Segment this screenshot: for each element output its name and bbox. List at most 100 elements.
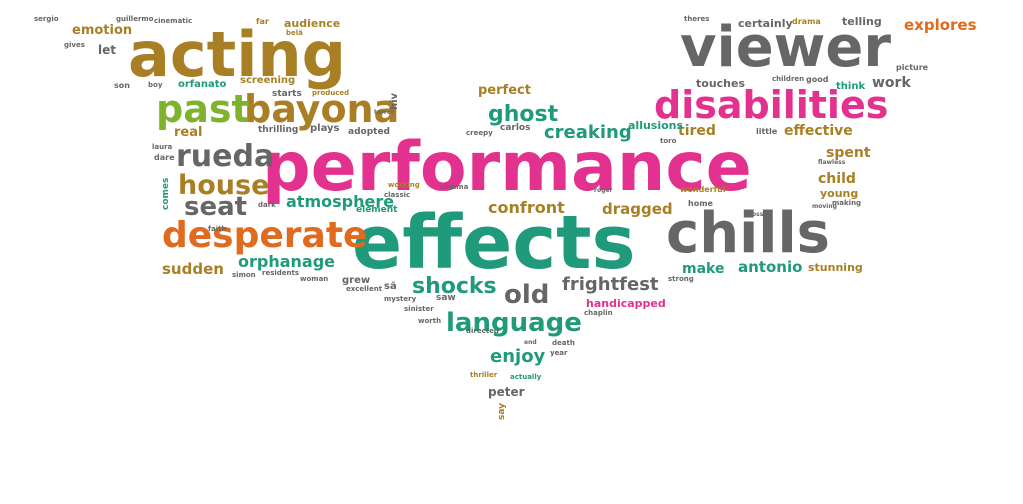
word-strong: strong [668, 275, 694, 283]
word-rueda: rueda [176, 139, 275, 174]
word-woman: woman [300, 275, 329, 283]
word-faith: faith [208, 225, 227, 233]
word-end: end [524, 339, 537, 346]
word-adopted: adopted [348, 127, 390, 137]
word-chills: chills [666, 201, 830, 266]
word-drama: drama [792, 17, 821, 26]
word-bel-: belã [286, 29, 303, 37]
word-let: let [98, 43, 116, 57]
word-acting: acting [128, 18, 346, 91]
word-child: child [818, 171, 856, 187]
word-home: home [688, 199, 713, 208]
word-seat: seat [184, 192, 248, 222]
word-enjoy: enjoy [490, 346, 546, 367]
word-death: death [552, 339, 575, 347]
word-peter: peter [488, 385, 525, 399]
word-orphanage: orphanage [238, 252, 336, 271]
word-touches: touches [696, 77, 746, 90]
word-working: working [388, 181, 420, 189]
word-son: son [114, 81, 130, 90]
word-effects: effects [352, 200, 636, 286]
word-sergio: sergio [34, 15, 59, 23]
word-saw: saw [436, 293, 456, 303]
word-creepy: creepy [466, 129, 493, 137]
word-picture: picture [896, 63, 929, 72]
word-emotion: emotion [72, 23, 133, 38]
word-house: house [178, 170, 270, 201]
word-think: think [836, 81, 866, 92]
word-excellent: excellent [346, 285, 383, 293]
word-certainly: certainly [738, 17, 793, 30]
word-thriller: thriller [470, 371, 498, 379]
word-antonio: antonio [738, 258, 803, 276]
word-old: old [504, 280, 550, 310]
word-dark: dark [258, 201, 276, 209]
word-confront: confront [488, 198, 565, 217]
word-children: children [772, 75, 805, 83]
word-little: little [756, 127, 778, 136]
word-comes: comes [161, 177, 171, 210]
word-produced: produced [312, 89, 350, 97]
word-viewer: viewer [680, 15, 892, 80]
word-disabilities: disabilities [654, 83, 889, 127]
word-make: make [682, 261, 725, 277]
word-actually: actually [510, 373, 542, 381]
word-spent: spent [826, 145, 871, 161]
word-far: far [256, 17, 269, 26]
word-real: real [174, 125, 203, 140]
word-carlos: carlos [500, 123, 531, 133]
word-cinema: cinema [440, 183, 469, 191]
word-element: element [356, 205, 398, 215]
word-young: young [820, 187, 859, 200]
word-ghost: ghost [488, 102, 559, 127]
word-stunning: stunning [808, 261, 863, 274]
word-worth: worth [418, 317, 442, 325]
word-allusions: allusions [628, 119, 684, 132]
word-audience: audience [284, 17, 341, 30]
word-loss: loss [750, 211, 764, 218]
word-dare: dare [154, 153, 175, 162]
word-say: say [497, 402, 507, 420]
word-bayona: bayona [244, 87, 400, 131]
word-simon: simon [232, 271, 256, 279]
word-hiv: hiv [389, 92, 400, 110]
word-desperate: desperate [162, 215, 368, 256]
word-atmosphere: atmosphere [286, 192, 395, 211]
word-language: language [446, 308, 582, 338]
word-s-: sã [384, 281, 397, 292]
word-gives: gives [64, 41, 85, 49]
word-classic: classic [384, 191, 411, 199]
word-frightfest: frightfest [562, 274, 659, 295]
word-explores: explores [904, 16, 977, 34]
word-performance: performance [262, 128, 752, 207]
word-mystery: mystery [384, 295, 417, 303]
word-theres: theres [684, 15, 710, 23]
word-good: good [806, 75, 829, 84]
word-guillermo: guillermo [116, 15, 154, 23]
word-boy: boy [148, 81, 163, 89]
word-dragged: dragged [602, 200, 673, 218]
word-past: past [156, 87, 250, 131]
word-toro: toro [660, 137, 677, 145]
word-making: making [832, 199, 862, 207]
word-work: work [872, 75, 911, 91]
word-flawless: flawless [818, 159, 846, 166]
word-tired: tired [678, 123, 716, 139]
word-laura: laura [152, 143, 173, 151]
word-moving: moving [812, 203, 837, 210]
word-orfanato: orfanato [178, 79, 227, 90]
word-sudden: sudden [162, 260, 224, 278]
word-shocks: shocks [412, 274, 497, 299]
word-terror: terror [374, 109, 394, 116]
word-sinister: sinister [404, 305, 434, 313]
word-starts: starts [272, 89, 302, 99]
word-year: year [550, 349, 568, 357]
word-chaplin: chaplin [584, 309, 613, 317]
word-handicapped: handicapped [586, 297, 666, 310]
word-screening: screening [240, 75, 296, 86]
word-perfect: perfect [478, 83, 531, 98]
word-roger: roger [594, 187, 613, 194]
word-grew: grew [342, 275, 371, 286]
word-residents: residents [262, 269, 300, 277]
word-thrilling: thrilling [258, 125, 299, 135]
